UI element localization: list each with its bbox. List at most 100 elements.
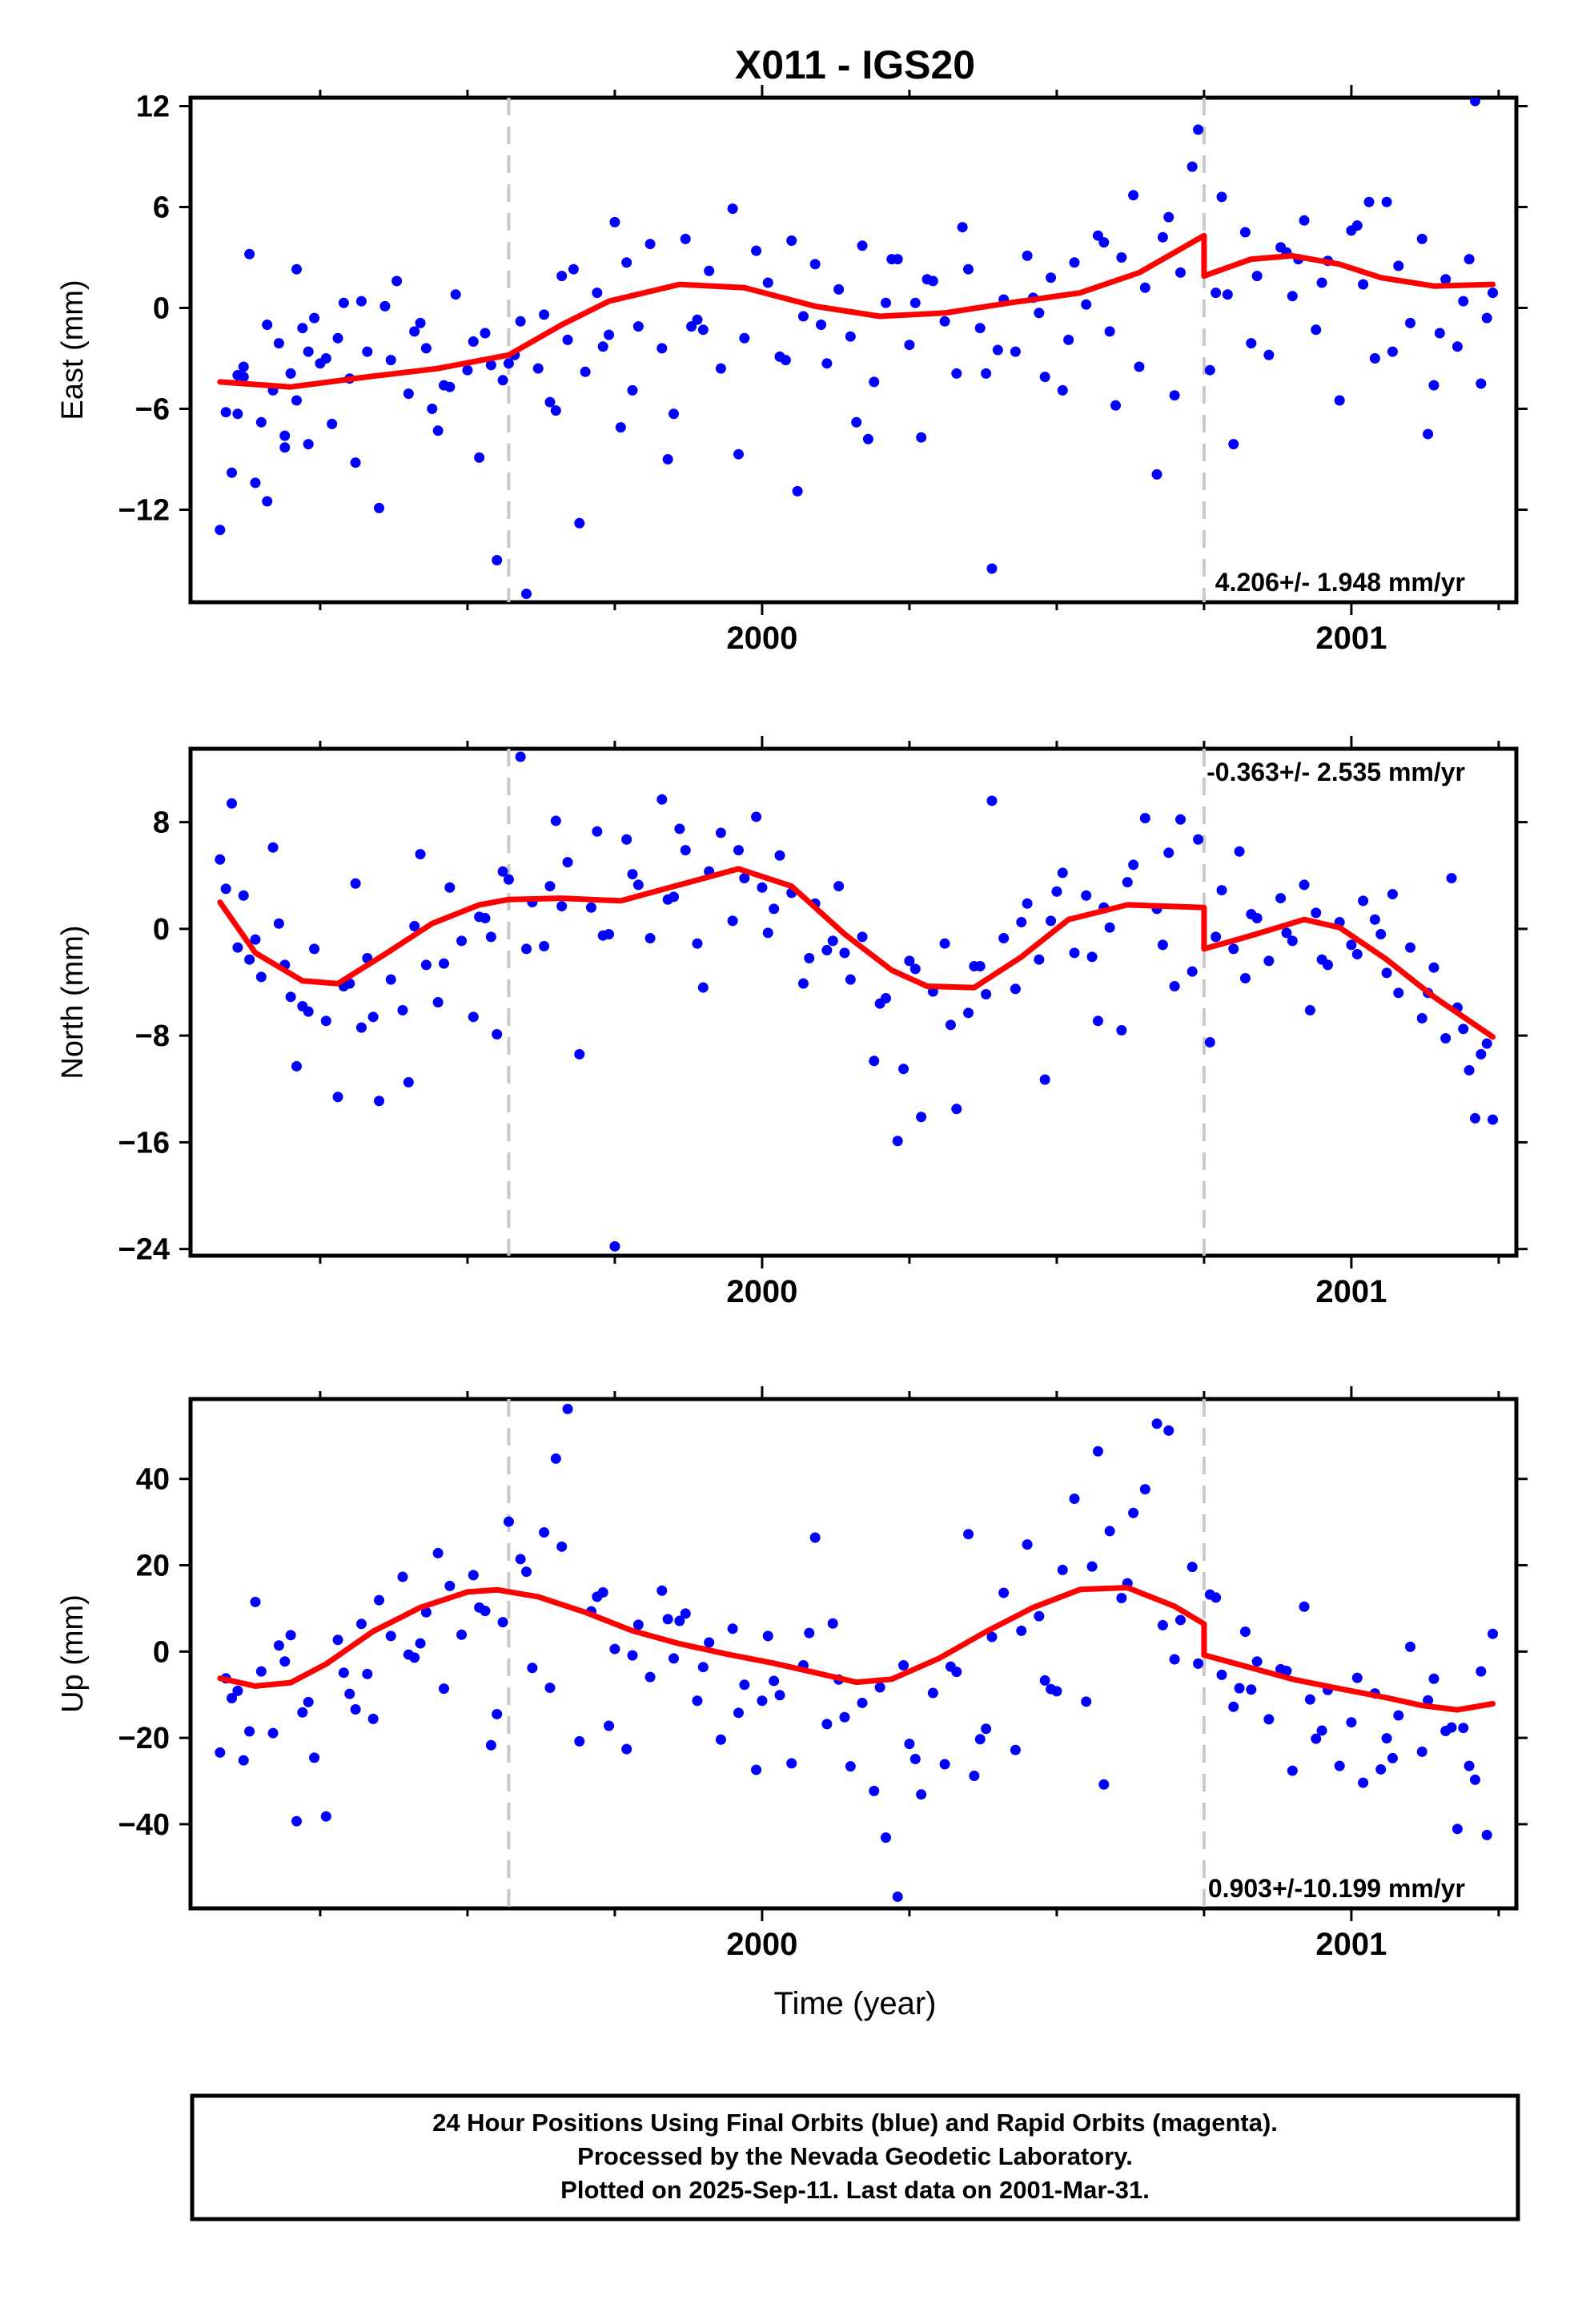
data-point [727, 915, 738, 927]
data-point [1275, 893, 1287, 904]
data-point [692, 314, 703, 325]
y-tick-label: 0 [153, 1635, 170, 1669]
data-point [1469, 98, 1480, 107]
data-point [1169, 981, 1180, 992]
data-point [727, 1623, 738, 1634]
data-point [704, 265, 715, 276]
data-point [674, 1615, 685, 1626]
data-point [857, 1697, 868, 1708]
data-point [1134, 361, 1145, 372]
data-point [1458, 1723, 1469, 1734]
data-point [792, 485, 803, 497]
data-point [592, 826, 603, 837]
plot-frame [188, 1397, 1519, 1911]
data-point [320, 353, 331, 364]
data-point [232, 1685, 243, 1696]
y-tick-label: −12 [118, 494, 170, 528]
data-point [1381, 196, 1392, 207]
data-point [539, 941, 550, 952]
data-point [409, 326, 420, 337]
data-point [609, 1240, 620, 1252]
data-point [1311, 324, 1322, 336]
data-point [715, 363, 726, 374]
data-point [485, 931, 496, 943]
data-point [1204, 1036, 1215, 1047]
footer-line-1: 24 Hour Positions Using Final Orbits (bl… [432, 2109, 1278, 2137]
data-point [244, 1726, 255, 1737]
data-point [279, 430, 291, 441]
data-point [415, 1638, 426, 1649]
data-point [1186, 1562, 1198, 1573]
data-point [227, 467, 238, 478]
data-point [521, 1566, 532, 1578]
data-point [267, 842, 279, 853]
data-point [1186, 161, 1198, 172]
y-tick-label: −8 [135, 1019, 170, 1053]
data-point [1387, 889, 1398, 900]
data-point [804, 1627, 815, 1638]
data-point [480, 328, 491, 339]
data-point [1311, 1733, 1322, 1744]
data-point [963, 263, 974, 275]
data-point [986, 795, 998, 806]
data-point [945, 1019, 956, 1031]
data-point [927, 1687, 938, 1699]
data-point [1174, 814, 1186, 825]
data-point [886, 254, 897, 265]
data-point [1363, 196, 1375, 207]
data-point [656, 1585, 668, 1596]
data-point [1423, 428, 1434, 440]
data-point [468, 1011, 479, 1023]
data-point [1034, 308, 1045, 319]
data-point [585, 902, 596, 913]
data-point [916, 1112, 927, 1123]
data-point [432, 1547, 444, 1558]
data-point [227, 1693, 238, 1704]
y-axis-label: East (mm) [56, 279, 90, 420]
data-point [627, 1650, 638, 1661]
data-point [1316, 1725, 1327, 1736]
data-point [1216, 885, 1227, 896]
model-line [217, 866, 1496, 1040]
data-point [521, 943, 532, 955]
data-point [1405, 317, 1416, 328]
data-point [1346, 939, 1357, 951]
data-point [762, 1630, 773, 1642]
data-point [833, 283, 845, 295]
data-point [450, 289, 461, 300]
data-point [969, 1771, 980, 1782]
data-point [1186, 966, 1198, 977]
data-point [1351, 220, 1363, 231]
y-axis-label: North (mm) [56, 925, 90, 1079]
data-point [244, 248, 255, 259]
x-tick-label: 2000 [726, 1927, 797, 1962]
data-point [592, 287, 603, 299]
data-point [845, 1761, 856, 1772]
data-point [1069, 257, 1080, 268]
x-axis-label: Time (year) [774, 1986, 937, 2021]
data-point [562, 1403, 573, 1414]
data-point [1381, 967, 1392, 979]
data-point [945, 1661, 956, 1672]
data-point [869, 1055, 880, 1067]
data-point [550, 1453, 561, 1464]
y-tick-label: 0 [153, 292, 170, 326]
data-point [503, 358, 514, 369]
data-point [680, 233, 691, 244]
data-point [621, 257, 632, 268]
data-point [1063, 334, 1074, 345]
data-point [1464, 1760, 1475, 1771]
data-point [1281, 1666, 1292, 1677]
data-point [438, 958, 449, 969]
data-point [1416, 1746, 1427, 1757]
data-point [604, 1720, 615, 1731]
data-point [1488, 287, 1499, 299]
data-point [1057, 1564, 1068, 1575]
data-point [1381, 1733, 1392, 1744]
data-point [550, 815, 561, 826]
data-point [1416, 1012, 1427, 1023]
data-point [303, 439, 314, 450]
data-point [503, 1516, 514, 1527]
data-point [250, 934, 261, 945]
data-point [539, 1527, 550, 1538]
